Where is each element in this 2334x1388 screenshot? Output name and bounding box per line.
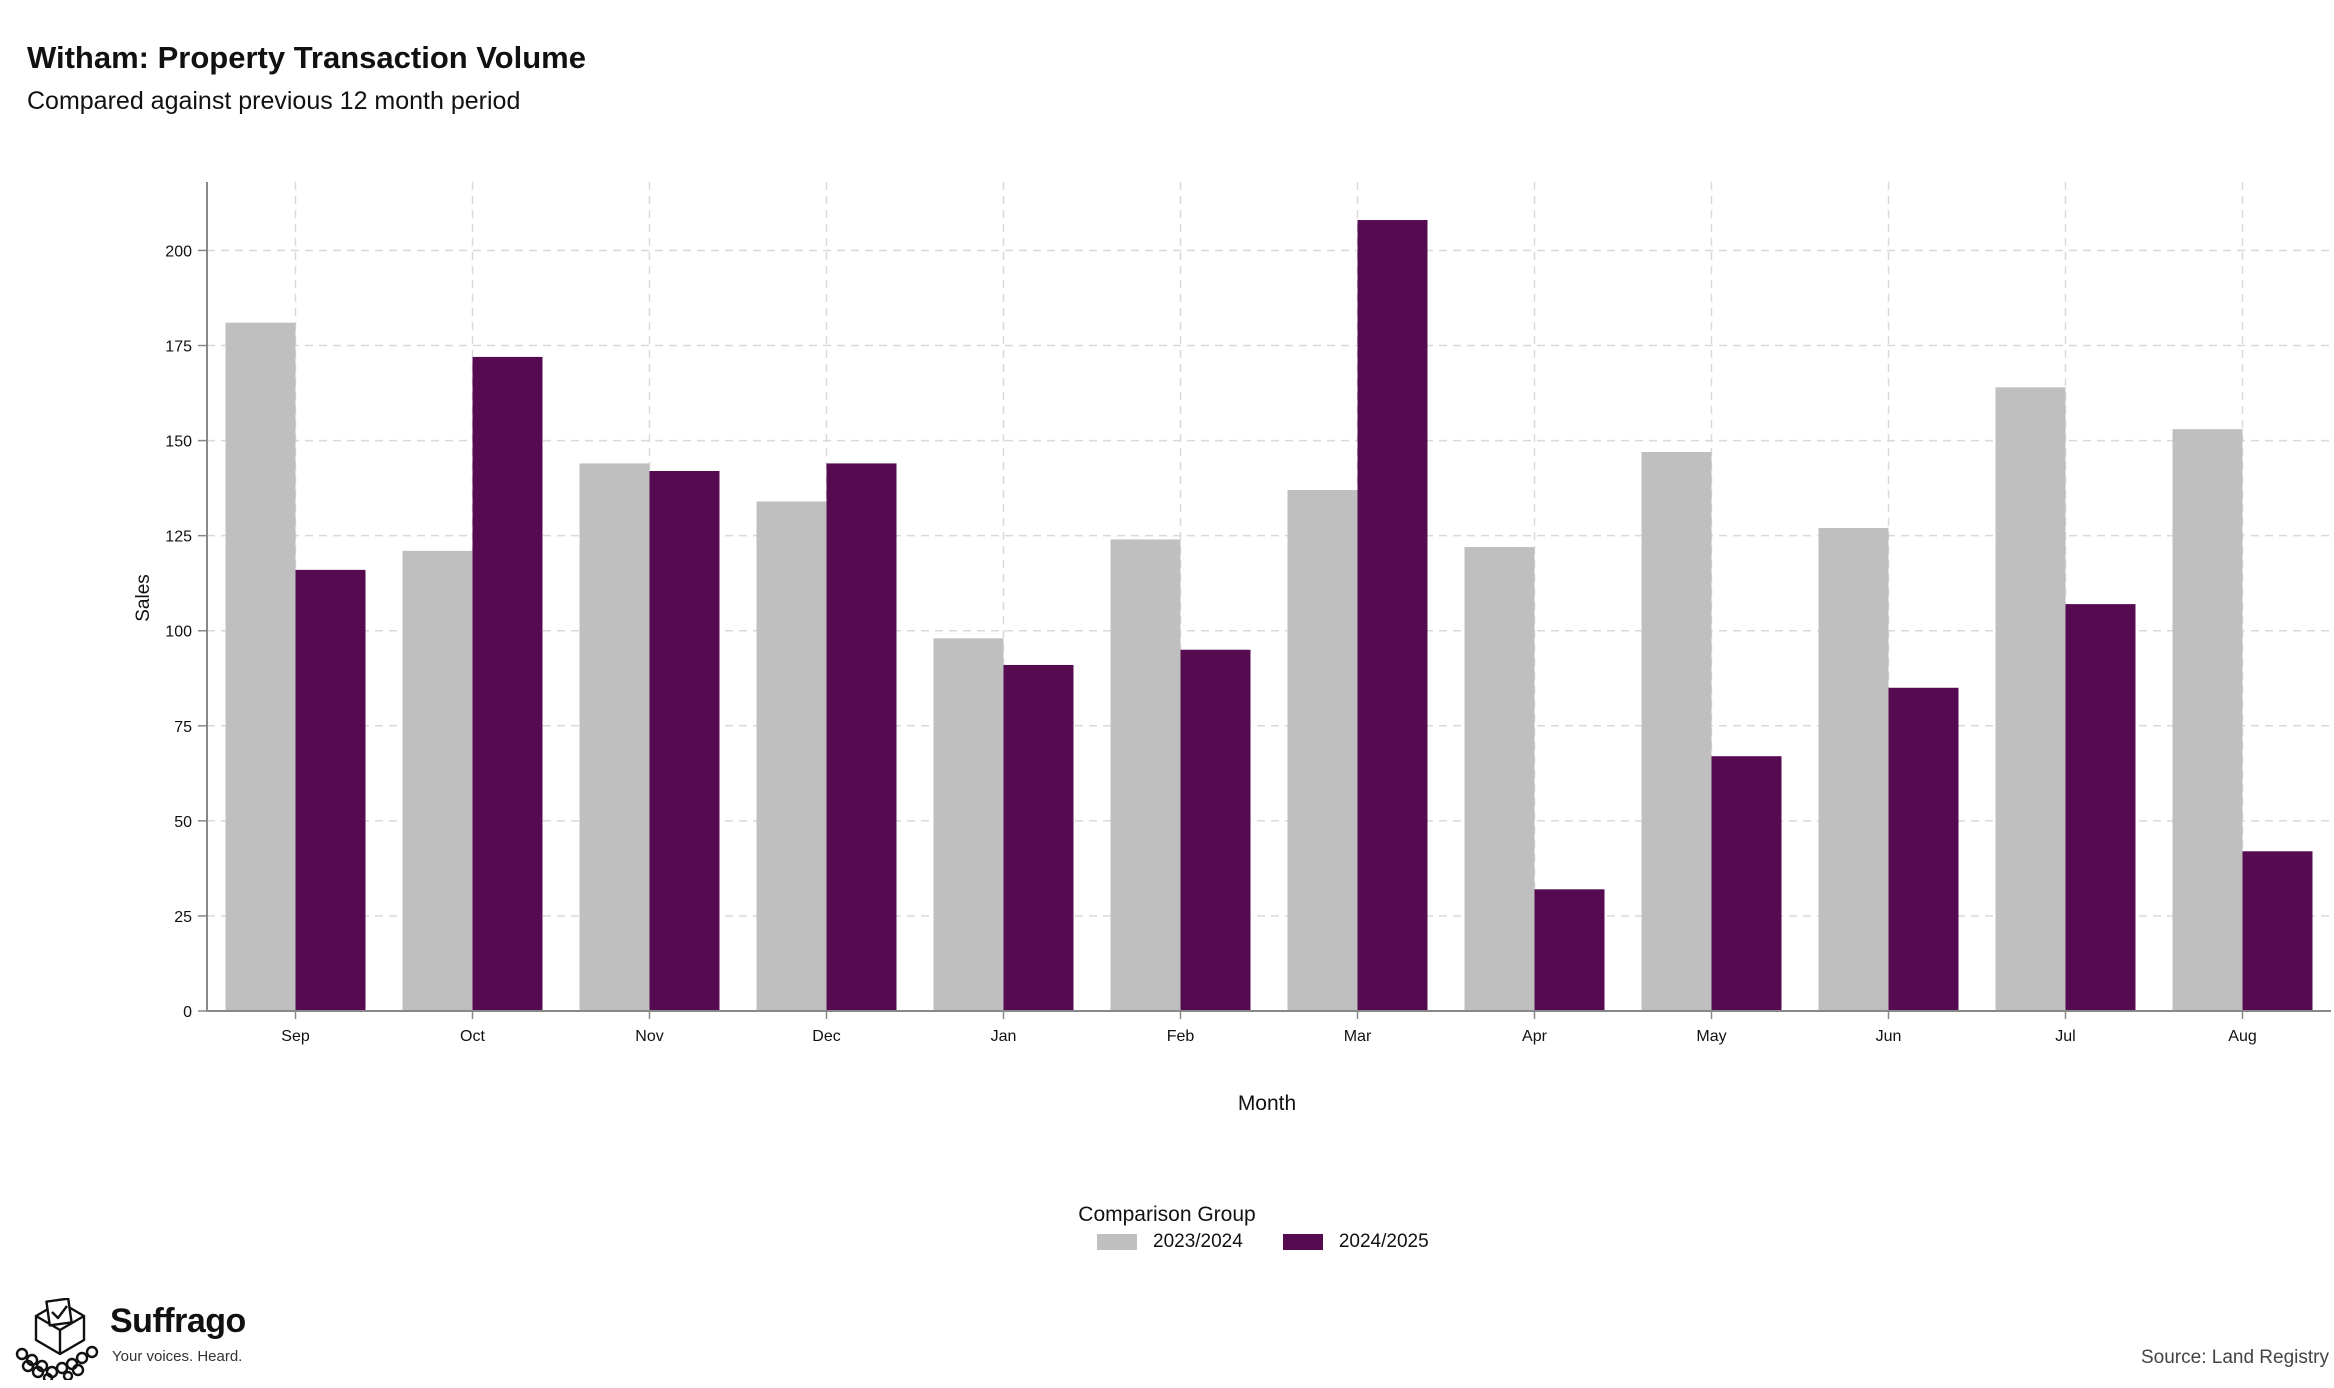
bar-2023-2024-jan — [933, 638, 1004, 1011]
bar-2024-2025-jan — [1003, 664, 1074, 1011]
y-tick-label: 25 — [174, 909, 192, 926]
bar-2024-2025-dec — [826, 463, 897, 1011]
bar-2023-2024-apr — [1464, 547, 1535, 1011]
legend-item-2023-2024: 2023/2024 — [1097, 1231, 1243, 1253]
bar-2024-2025-feb — [1180, 649, 1251, 1011]
x-tick-label: Aug — [2228, 1028, 2256, 1045]
brand-name: Suffrago — [110, 1302, 246, 1340]
legend: 2023/2024 2024/2025 — [1097, 1231, 1469, 1253]
y-tick-label: 125 — [165, 529, 192, 546]
bar-2023-2024-sep — [225, 322, 296, 1011]
bar-2023-2024-jun — [1818, 528, 1889, 1011]
bar-2024-2025-aug — [2242, 851, 2313, 1011]
legend-swatch — [1282, 1234, 1323, 1250]
legend-title: Comparison Group — [1078, 1203, 1256, 1226]
x-tick-label: Dec — [812, 1028, 840, 1045]
bar-2023-2024-oct — [402, 550, 473, 1011]
bar-2023-2024-nov — [579, 463, 650, 1011]
y-tick-label: 175 — [165, 339, 192, 356]
x-tick-label: Oct — [460, 1028, 485, 1045]
x-tick-label: Nov — [635, 1028, 663, 1045]
y-tick-label: 75 — [174, 719, 192, 736]
x-tick-label: Mar — [1344, 1028, 1372, 1045]
bar-2023-2024-jul — [1995, 387, 2066, 1011]
legend-item-2024-2025: 2024/2025 — [1282, 1231, 1429, 1253]
bar-2023-2024-feb — [1110, 539, 1181, 1011]
x-tick-label: Feb — [1167, 1028, 1195, 1045]
x-tick-label: Jan — [991, 1028, 1017, 1045]
bars — [225, 220, 2313, 1012]
chart-subtitle: Compared against previous 12 month perio… — [27, 87, 521, 115]
bar-2023-2024-may — [1641, 451, 1712, 1011]
brand-logo — [14, 1298, 106, 1380]
axes: 0 25 50 75 100 125 150 175 200 Sep Oct Nov Dec Jan Feb… — [165, 182, 2331, 1045]
x-tick-label: Jun — [1876, 1028, 1902, 1045]
y-tick-label: 0 — [183, 1004, 192, 1021]
bar-2024-2025-jul — [2065, 604, 2136, 1011]
y-axis-label: Sales — [133, 574, 154, 622]
ballot-box-icon — [15, 1298, 99, 1380]
bar-2024-2025-oct — [472, 356, 543, 1011]
chart-title: Witham: Property Transaction Volume — [27, 40, 586, 75]
bar-2023-2024-dec — [756, 501, 827, 1011]
legend-label: 2024/2025 — [1338, 1231, 1429, 1252]
bar-2024-2025-nov — [649, 471, 720, 1012]
y-tick-label: 200 — [165, 243, 192, 260]
brand-tagline: Your voices. Heard. — [112, 1348, 243, 1365]
x-tick-label: Jul — [2055, 1028, 2075, 1045]
x-axis-label: Month — [1238, 1092, 1296, 1115]
bar-2024-2025-mar — [1357, 220, 1428, 1011]
y-tick-label: 150 — [165, 434, 192, 451]
legend-swatch — [1097, 1234, 1137, 1250]
bar-2023-2024-aug — [2172, 429, 2243, 1011]
bar-2024-2025-jun — [1888, 687, 1959, 1011]
bar-2023-2024-mar — [1287, 490, 1358, 1011]
x-tick-label: Apr — [1522, 1028, 1548, 1045]
bar-2024-2025-sep — [295, 569, 366, 1011]
bar-2024-2025-may — [1711, 756, 1782, 1011]
bar-2024-2025-apr — [1534, 889, 1605, 1011]
y-tick-label: 100 — [165, 624, 192, 641]
y-tick-label: 50 — [174, 814, 192, 831]
source-note: Source: Land Registry — [2141, 1347, 2329, 1368]
x-tick-label: May — [1696, 1028, 1726, 1045]
legend-label: 2023/2024 — [1153, 1231, 1243, 1252]
x-tick-label: Sep — [281, 1028, 310, 1045]
